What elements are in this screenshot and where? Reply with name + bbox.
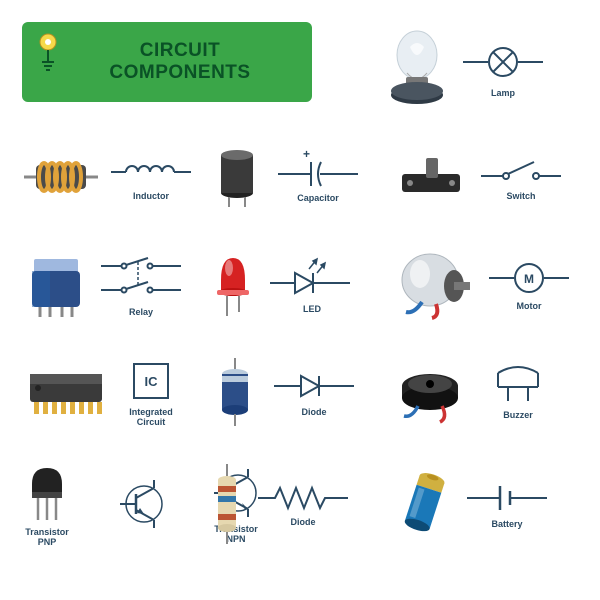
cell-battery: Battery bbox=[392, 454, 577, 554]
motor-label: Motor bbox=[517, 302, 542, 312]
capacitor-icon bbox=[207, 141, 267, 211]
buzzer-label: Buzzer bbox=[503, 411, 533, 421]
capacitor-symbol: + bbox=[273, 148, 363, 192]
transistor-npn-symbol bbox=[142, 474, 198, 534]
switch-symbol bbox=[476, 150, 566, 190]
battery-icon bbox=[392, 464, 456, 544]
battery-symbol bbox=[462, 478, 552, 518]
cell-ic: IC Integrated Circuit bbox=[22, 346, 207, 438]
component-grid: Lamp Inductor bbox=[22, 22, 578, 578]
buzzer-icon bbox=[392, 360, 472, 424]
svg-text:M: M bbox=[524, 272, 534, 286]
lamp-symbol bbox=[458, 37, 548, 87]
switch-icon bbox=[392, 150, 470, 202]
relay-symbol bbox=[96, 250, 186, 306]
lamp-icon bbox=[382, 29, 452, 107]
motor-icon bbox=[392, 248, 478, 320]
cell-switch: Switch bbox=[392, 130, 577, 222]
switch-label: Switch bbox=[506, 192, 535, 202]
svg-text:+: + bbox=[303, 148, 310, 161]
led-icon bbox=[207, 248, 259, 320]
cell-lamp: Lamp bbox=[382, 22, 582, 114]
ic-icon bbox=[22, 364, 110, 420]
diode1-label: Diode bbox=[301, 408, 326, 418]
svg-text:IC: IC bbox=[145, 374, 159, 389]
capacitor-label: Capacitor bbox=[297, 194, 339, 204]
diode1-icon bbox=[207, 356, 263, 428]
inductor-symbol bbox=[106, 150, 196, 190]
ic-label: Integrated Circuit bbox=[129, 408, 173, 428]
relay-label: Relay bbox=[129, 308, 153, 318]
inductor-icon bbox=[22, 147, 100, 205]
led-symbol bbox=[265, 253, 359, 303]
transistor-pnp-icon bbox=[22, 460, 72, 526]
cell-transistors: Transistor PNP bbox=[22, 454, 207, 554]
relay-icon bbox=[22, 249, 90, 319]
buzzer-symbol bbox=[478, 363, 558, 409]
cell-inductor: Inductor bbox=[22, 130, 207, 222]
cell-diode2: Diode bbox=[207, 454, 392, 554]
cell-capacitor: + Capacitor bbox=[207, 130, 392, 222]
led-label: LED bbox=[303, 305, 321, 315]
cell-led: LED bbox=[207, 238, 392, 330]
trans-pnp-label: Transistor PNP bbox=[25, 528, 69, 548]
cell-relay: Relay bbox=[22, 238, 207, 330]
motor-symbol: M bbox=[484, 256, 574, 300]
battery-label: Battery bbox=[491, 520, 522, 530]
resistor-icon bbox=[207, 462, 247, 546]
diode2-label: Diode bbox=[290, 518, 315, 528]
ic-symbol: IC bbox=[116, 356, 186, 406]
inductor-label: Inductor bbox=[133, 192, 169, 202]
cell-buzzer: Buzzer bbox=[392, 346, 577, 438]
diode1-symbol bbox=[269, 366, 359, 406]
resistor-symbol bbox=[253, 480, 353, 516]
lamp-label: Lamp bbox=[491, 89, 515, 99]
cell-diode1: Diode bbox=[207, 346, 392, 438]
cell-motor: M Motor bbox=[392, 238, 577, 330]
